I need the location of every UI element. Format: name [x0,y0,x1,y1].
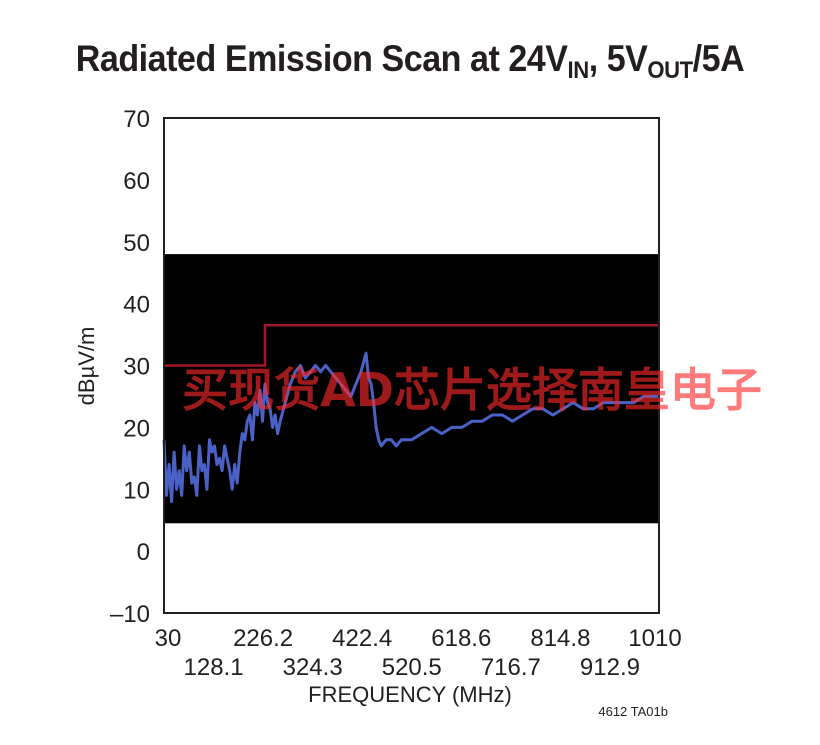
y-axis-label: dBµV/m [74,327,99,406]
y-tick-label: 60 [123,168,150,195]
x-axis-label: FREQUENCY (MHz) [308,682,512,707]
x-axis-ticks: 30 226.2 422.4 618.6 814.8 1010 128.1 324.3 520.… [155,625,682,681]
x-tick-label-lower: 716.7 [481,654,541,681]
x-tick-label-upper: 226.2 [233,625,293,652]
x-tick-label-lower: 324.3 [283,654,343,681]
limit-line [164,324,659,367]
x-tick-label-lower: 912.9 [580,654,640,681]
x-tick-label-lower: 128.1 [184,654,244,681]
x-tick-label-upper: 30 [155,625,182,652]
y-tick-label: 70 [123,106,150,133]
chart-title: Radiated Emission Scan at 24VIN, 5VOUT/5… [33,38,787,85]
x-tick-label-upper: 1010 [628,625,681,652]
title-suffix: /5A [692,38,745,79]
watermark-text: 买现货AD芯片选择南皇电子 [182,363,762,417]
plot-frame [163,117,660,614]
y-tick-label: 40 [123,292,150,319]
x-tick-label-upper: 422.4 [332,625,392,652]
title-sub-in: IN [567,57,590,84]
y-tick-label: 20 [123,415,150,442]
y-tick-label: 10 [123,477,150,504]
x-tick-label-upper: 618.6 [431,625,491,652]
x-tick-label-lower: 520.5 [382,654,442,681]
y-axis-ticks: 70 60 50 40 30 20 10 0 –10 [110,106,150,628]
y-tick-label: 30 [123,354,150,381]
title-sub-out: OUT [647,57,693,84]
title-middle: , 5V [588,38,648,79]
figure-number: 4612 TA01b [598,704,668,719]
y-tick-label: 50 [123,230,150,257]
y-tick-label: –10 [110,601,150,628]
noise-floor-band [164,254,659,524]
emission-trace [162,351,659,504]
x-tick-label-upper: 814.8 [530,625,590,652]
title-prefix: Radiated Emission Scan at 24V [75,38,568,79]
y-tick-label: 0 [137,539,150,566]
